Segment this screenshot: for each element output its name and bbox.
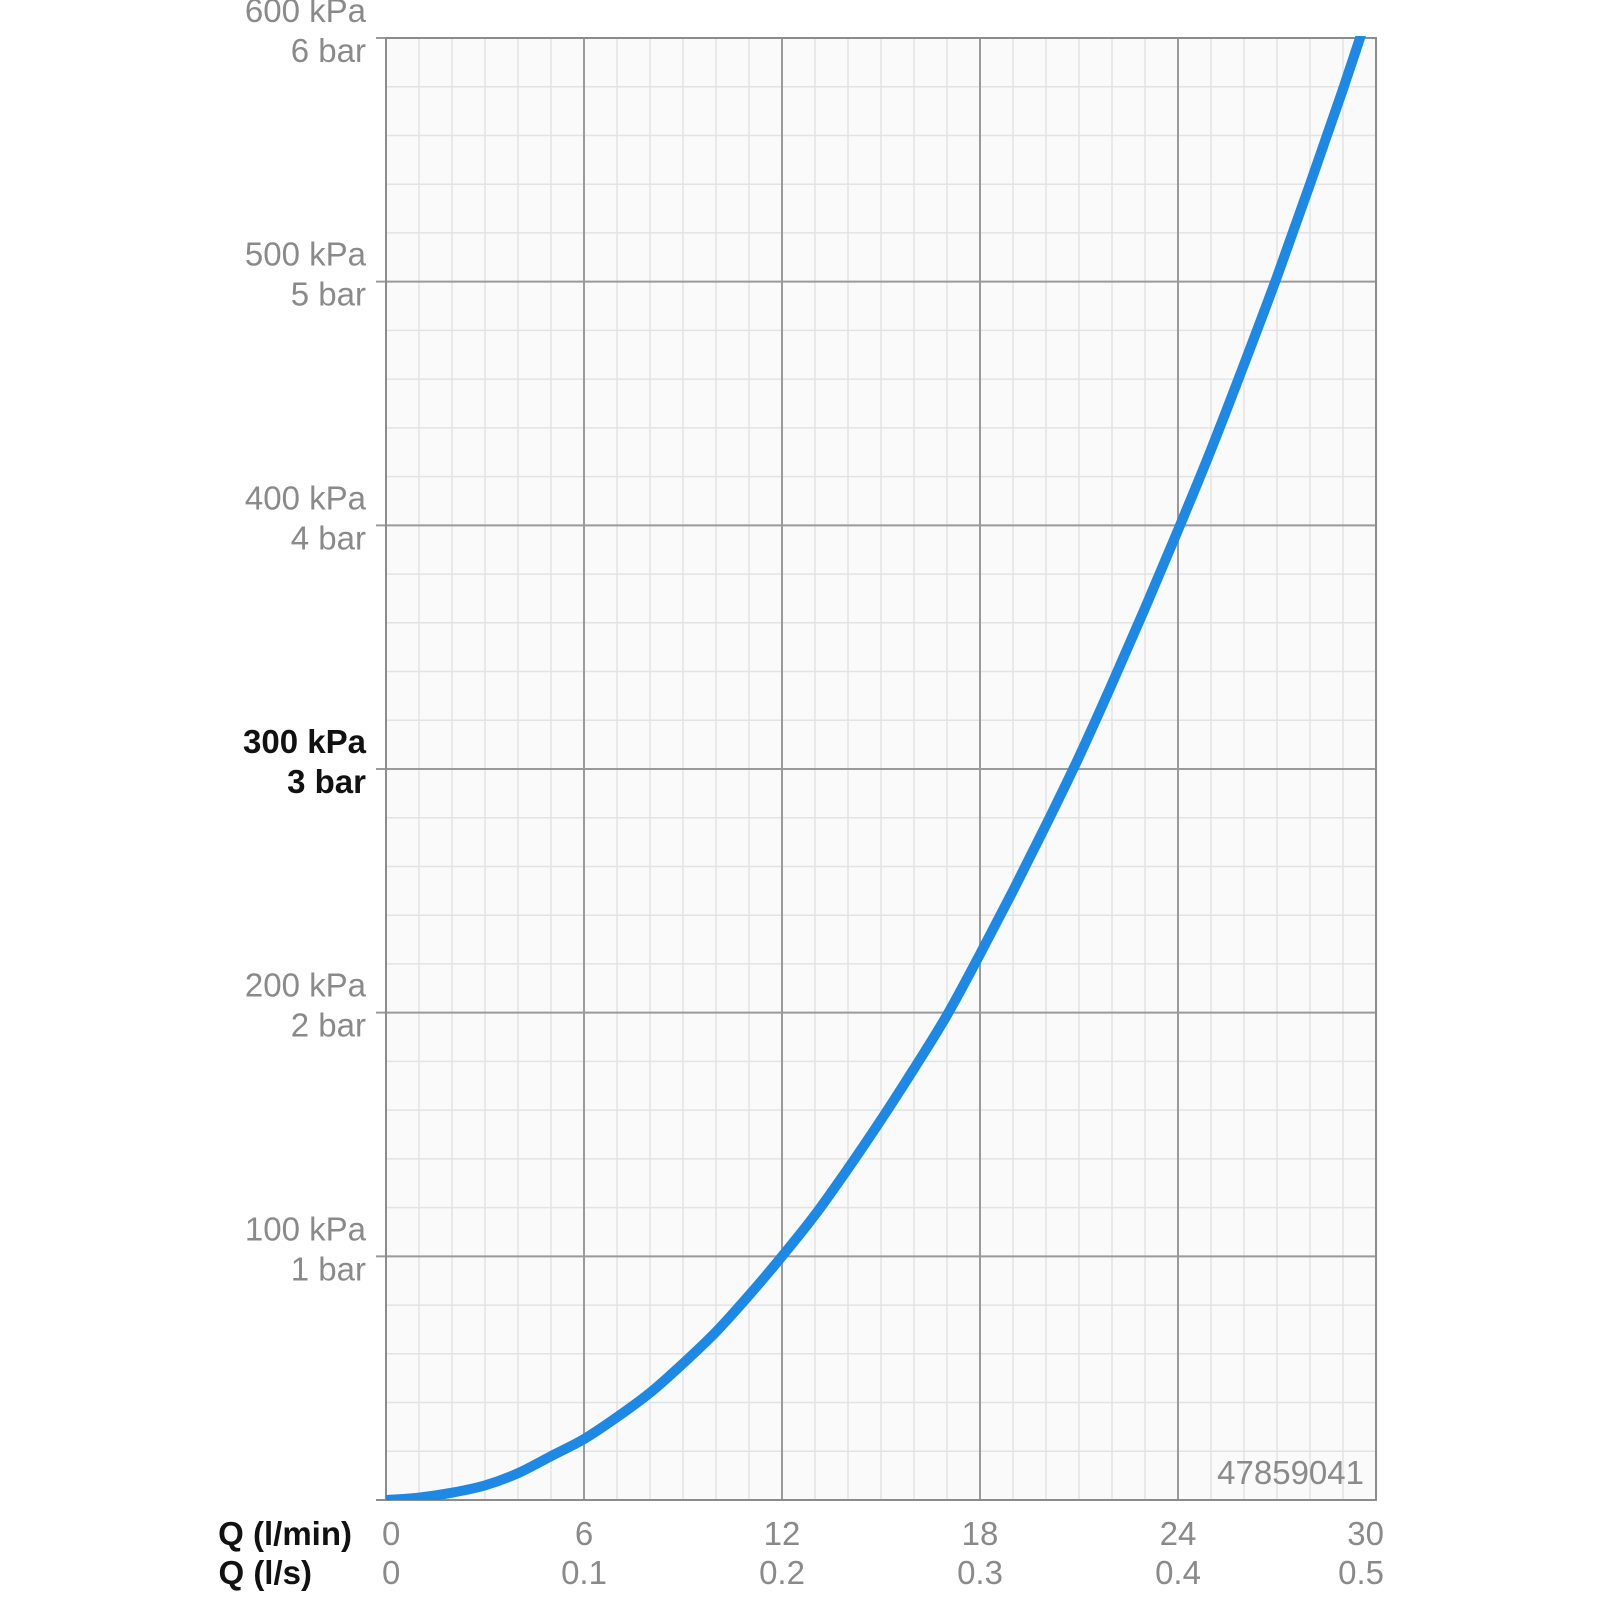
x-tick-label-lps: 0.3 xyxy=(957,1554,1003,1591)
product-code-label: 47859041 xyxy=(1217,1454,1364,1491)
x-tick-label-lps: 0.5 xyxy=(1338,1554,1384,1591)
y-tick-label-kpa: 200 kPa xyxy=(245,967,367,1004)
x-tick-label-lpm: 18 xyxy=(962,1515,999,1552)
x-tick-label-lpm: 24 xyxy=(1160,1515,1197,1552)
x-tick-label-lpm: 0 xyxy=(382,1515,400,1552)
y-tick-label-kpa: 300 kPa xyxy=(243,723,367,760)
y-tick-label-kpa: 400 kPa xyxy=(245,479,367,516)
x-tick-label-lps: 0.4 xyxy=(1155,1554,1201,1591)
y-tick-label-bar: 1 bar xyxy=(291,1250,366,1287)
y-tick-label-bar: 3 bar xyxy=(287,763,366,800)
y-tick-label-kpa: 100 kPa xyxy=(245,1210,367,1247)
series-line xyxy=(386,36,1366,1500)
y-tick-label-kpa: 500 kPa xyxy=(245,236,367,273)
x-axis-ticks: 00 60.1 120.2 180.3 240.4 300.5 xyxy=(382,1515,1384,1591)
x-tick-label-lps: 0.1 xyxy=(561,1554,607,1591)
plot-frame xyxy=(385,37,1377,1501)
y-tick-label-bar: 6 bar xyxy=(291,32,366,69)
y-tick-label-kpa: 600 kPa xyxy=(245,0,367,29)
x-tick-label-lps: 0 xyxy=(382,1554,400,1591)
y-tick-label-bar: 4 bar xyxy=(291,519,366,556)
x-tick-label-lps: 0.2 xyxy=(759,1554,805,1591)
x-tick-label-lpm: 6 xyxy=(575,1515,593,1552)
y-tick-label-bar: 2 bar xyxy=(291,1007,366,1044)
y-tick-label-bar: 5 bar xyxy=(291,276,366,313)
x-axis-title-lpm: Q (l/min) xyxy=(218,1515,352,1552)
x-tick-label-lpm: 12 xyxy=(764,1515,801,1552)
x-tick-label-lpm: 30 xyxy=(1347,1515,1384,1552)
series-layer xyxy=(386,36,1366,1500)
x-axis-title-lps: Q (l/s) xyxy=(218,1554,312,1591)
